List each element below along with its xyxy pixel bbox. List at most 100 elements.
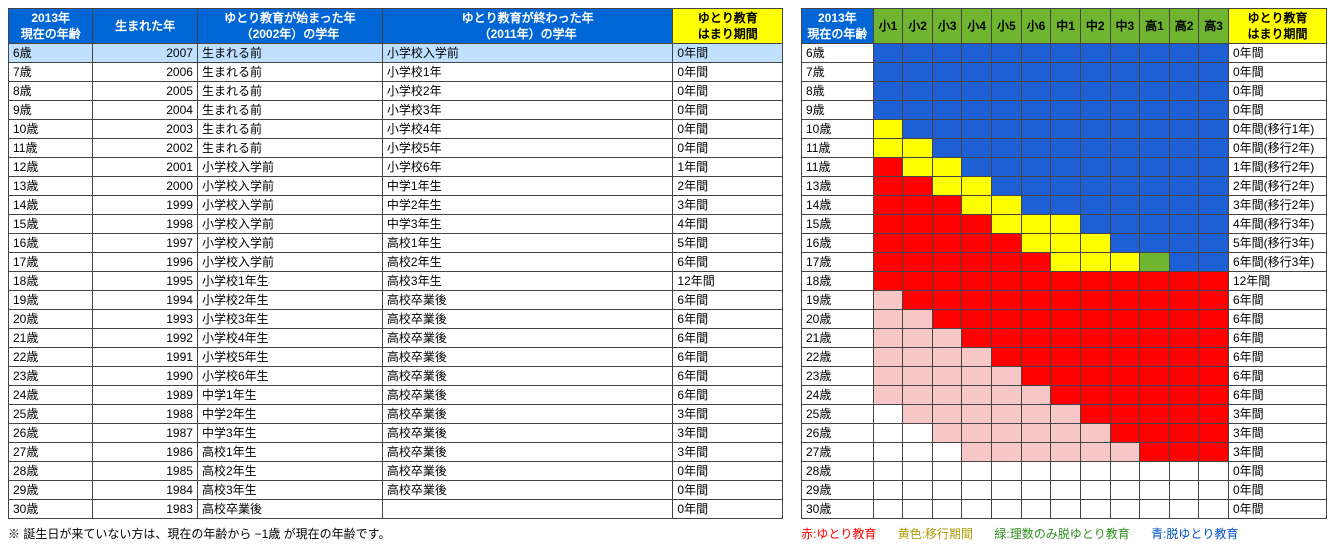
right-header-grade: 高2 bbox=[1169, 9, 1199, 44]
grid-cell bbox=[1080, 291, 1110, 310]
grid-cell bbox=[903, 82, 933, 101]
grid-cell bbox=[903, 234, 933, 253]
right-cell-duration: 6年間(移行3年) bbox=[1228, 253, 1326, 272]
left-cell: 18歳 bbox=[9, 272, 93, 291]
grid-cell bbox=[932, 63, 962, 82]
grid-cell bbox=[1199, 291, 1229, 310]
right-row: 28歳0年間 bbox=[802, 462, 1327, 481]
grid-cell bbox=[932, 443, 962, 462]
left-cell: 2007 bbox=[93, 44, 198, 63]
left-cell: 小学校1年 bbox=[382, 63, 673, 82]
right-cell-age: 11歳 bbox=[802, 139, 874, 158]
right-cell-duration: 0年間 bbox=[1228, 63, 1326, 82]
left-row: 24歳1989中学1年生高校卒業後6年間 bbox=[9, 386, 783, 405]
grid-cell bbox=[1021, 424, 1051, 443]
grid-cell bbox=[1080, 367, 1110, 386]
grid-cell bbox=[873, 177, 903, 196]
right-cell-age: 9歳 bbox=[802, 101, 874, 120]
right-header-age: 2013年現在の年齢 bbox=[802, 9, 874, 44]
right-cell-age: 21歳 bbox=[802, 329, 874, 348]
grid-cell bbox=[1199, 329, 1229, 348]
right-cell-age: 6歳 bbox=[802, 44, 874, 63]
grid-cell bbox=[873, 348, 903, 367]
left-cell: 2003 bbox=[93, 120, 198, 139]
right-cell-age: 13歳 bbox=[802, 177, 874, 196]
left-cell: 1996 bbox=[93, 253, 198, 272]
grid-cell bbox=[1140, 234, 1170, 253]
left-header-4: ゆとり教育はまり期間 bbox=[673, 9, 783, 44]
grid-cell bbox=[1140, 177, 1170, 196]
grid-cell bbox=[962, 253, 992, 272]
left-cell: 高校卒業後 bbox=[382, 481, 673, 500]
right-cell-duration: 6年間 bbox=[1228, 329, 1326, 348]
layout-wrap: 2013年現在の年齢生まれた年ゆとり教育が始まった年（2002年）の学年ゆとり教… bbox=[8, 8, 1327, 542]
grid-cell bbox=[1051, 272, 1081, 291]
grid-cell bbox=[992, 329, 1022, 348]
grid-cell bbox=[962, 367, 992, 386]
left-cell: 1992 bbox=[93, 329, 198, 348]
grid-cell bbox=[992, 443, 1022, 462]
grid-cell bbox=[1169, 234, 1199, 253]
left-row: 26歳1987中学3年生高校卒業後3年間 bbox=[9, 424, 783, 443]
grid-cell bbox=[1110, 462, 1140, 481]
grid-cell bbox=[1169, 139, 1199, 158]
left-row: 29歳1984高校3年生高校卒業後0年間 bbox=[9, 481, 783, 500]
right-row: 18歳12年間 bbox=[802, 272, 1327, 291]
grid-cell bbox=[873, 234, 903, 253]
grid-cell bbox=[1140, 101, 1170, 120]
grid-cell bbox=[1080, 500, 1110, 519]
grid-cell bbox=[992, 310, 1022, 329]
grid-cell bbox=[1169, 82, 1199, 101]
right-cell-duration: 0年間 bbox=[1228, 82, 1326, 101]
right-header-grade: 中1 bbox=[1051, 9, 1081, 44]
grid-cell bbox=[992, 291, 1022, 310]
right-header-grade: 中2 bbox=[1080, 9, 1110, 44]
grid-cell bbox=[992, 177, 1022, 196]
right-cell-duration: 5年間(移行3年) bbox=[1228, 234, 1326, 253]
right-row: 9歳0年間 bbox=[802, 101, 1327, 120]
grid-cell bbox=[962, 234, 992, 253]
right-row: 13歳2年間(移行2年) bbox=[802, 177, 1327, 196]
left-cell: 中学3年生 bbox=[382, 215, 673, 234]
grid-cell bbox=[1051, 82, 1081, 101]
left-cell: 9歳 bbox=[9, 101, 93, 120]
right-header-grade: 小4 bbox=[962, 9, 992, 44]
left-cell: 中学1年生 bbox=[382, 177, 673, 196]
grid-cell bbox=[1051, 329, 1081, 348]
left-cell: 5年間 bbox=[673, 234, 783, 253]
left-cell: 小学校入学前 bbox=[197, 215, 382, 234]
left-cell: 2001 bbox=[93, 158, 198, 177]
grid-cell bbox=[903, 386, 933, 405]
right-cell-duration: 4年間(移行3年) bbox=[1228, 215, 1326, 234]
grid-cell bbox=[1199, 139, 1229, 158]
left-cell: 高校卒業後 bbox=[382, 424, 673, 443]
grid-cell bbox=[932, 481, 962, 500]
left-cell: 小学校2年 bbox=[382, 82, 673, 101]
grid-cell bbox=[903, 424, 933, 443]
left-cell: 1990 bbox=[93, 367, 198, 386]
left-cell: 高校1年生 bbox=[382, 234, 673, 253]
grid-cell bbox=[1051, 177, 1081, 196]
left-row: 18歳1995小学校1年生高校3年生12年間 bbox=[9, 272, 783, 291]
left-cell: 1994 bbox=[93, 291, 198, 310]
right-cell-age: 10歳 bbox=[802, 120, 874, 139]
grid-cell bbox=[962, 500, 992, 519]
grid-cell bbox=[1080, 405, 1110, 424]
grid-cell bbox=[1140, 120, 1170, 139]
left-cell: 小学校4年生 bbox=[197, 329, 382, 348]
grid-cell bbox=[873, 272, 903, 291]
left-cell: 中学2年生 bbox=[197, 405, 382, 424]
grid-cell bbox=[1140, 272, 1170, 291]
left-cell: 3年間 bbox=[673, 443, 783, 462]
grid-cell bbox=[932, 310, 962, 329]
left-cell: 生まれる前 bbox=[197, 82, 382, 101]
grid-cell bbox=[873, 215, 903, 234]
grid-cell bbox=[992, 120, 1022, 139]
grid-cell bbox=[1140, 158, 1170, 177]
grid-cell bbox=[1199, 481, 1229, 500]
grid-cell bbox=[1169, 481, 1199, 500]
grid-cell bbox=[1169, 63, 1199, 82]
grid-cell bbox=[962, 82, 992, 101]
left-cell: 0年間 bbox=[673, 500, 783, 519]
grid-cell bbox=[1051, 367, 1081, 386]
